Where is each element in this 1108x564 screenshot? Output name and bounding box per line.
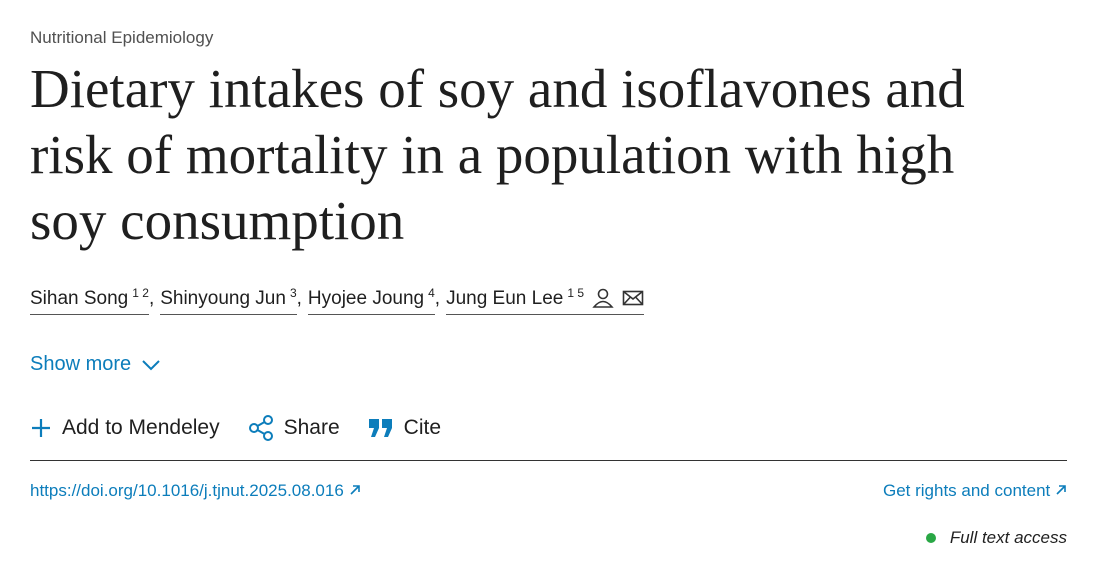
mendeley-button[interactable]: Add to Mendeley [30, 416, 220, 440]
access-text: Full text access [949, 528, 1067, 547]
action-bar: Add to Mendeley Share Cite [30, 415, 469, 441]
mail-icon [622, 290, 644, 306]
chevron-icon [142, 359, 160, 370]
affiliation-marker[interactable]: 3 [289, 286, 297, 300]
show-more-text[interactable]: Show more [30, 353, 132, 375]
author-separator: , [148, 288, 155, 309]
show-more[interactable]: Show more [30, 353, 161, 376]
rights-text[interactable]: Get rights and content [882, 481, 1051, 500]
share-icon [248, 415, 273, 441]
author-list: Sihan Song 1 2, Shinyoung Jun 3, Hyojee Joun… [30, 286, 645, 315]
title-line: soy consumption [30, 190, 405, 251]
author-separator: , [296, 288, 302, 309]
action-text[interactable]: Share [283, 416, 340, 439]
author-name[interactable]: Jung Eun Lee [446, 288, 564, 309]
quote-icon [368, 419, 392, 437]
title-line: Dietary intakes of soy and isoflavones a… [30, 58, 965, 119]
author-link[interactable]: Sihan Song 1 2 [30, 286, 149, 315]
author-name[interactable]: Sihan Song [30, 288, 129, 309]
external-icon [1056, 485, 1066, 495]
action-text[interactable]: Cite [403, 416, 442, 439]
divider [30, 460, 1067, 461]
author-link[interactable]: Hyojee Joung 4 [307, 286, 435, 315]
article-title: Dietary intakes of soy and isoflavones a… [30, 56, 965, 254]
action-text[interactable]: Add to Mendeley [62, 416, 220, 439]
affiliation-marker[interactable]: 1 5 [567, 286, 585, 300]
status-dot [925, 533, 936, 543]
author-link[interactable]: Jung Eun Lee 1 5 [446, 286, 645, 315]
doi-text[interactable]: https://doi.org/10.1016/j.tjnut.2025.08.… [30, 481, 344, 500]
affiliation-marker[interactable]: 1 2 [132, 286, 149, 300]
author-name[interactable]: Hyojee Joung [307, 288, 425, 309]
affiliation-marker[interactable]: 4 [428, 286, 435, 300]
access-status: Full text access [925, 528, 1067, 548]
author-link[interactable]: Shinyoung Jun 3 [160, 286, 297, 315]
doi-link[interactable]: https://doi.org/10.1016/j.tjnut.2025.08.… [30, 481, 361, 501]
external-icon [349, 485, 360, 495]
author-separator: , [434, 288, 441, 309]
author-name[interactable]: Shinyoung Jun [160, 288, 286, 309]
cite-button[interactable]: Cite [368, 416, 441, 440]
plus-icon [32, 419, 50, 437]
section-label: Nutritional Epidemiology [30, 28, 214, 47]
title-line: risk of mortality in a population with h… [30, 124, 955, 185]
share-button[interactable]: Share [248, 415, 340, 441]
rights-link[interactable]: Get rights and content [883, 481, 1067, 501]
person-icon [592, 288, 614, 308]
